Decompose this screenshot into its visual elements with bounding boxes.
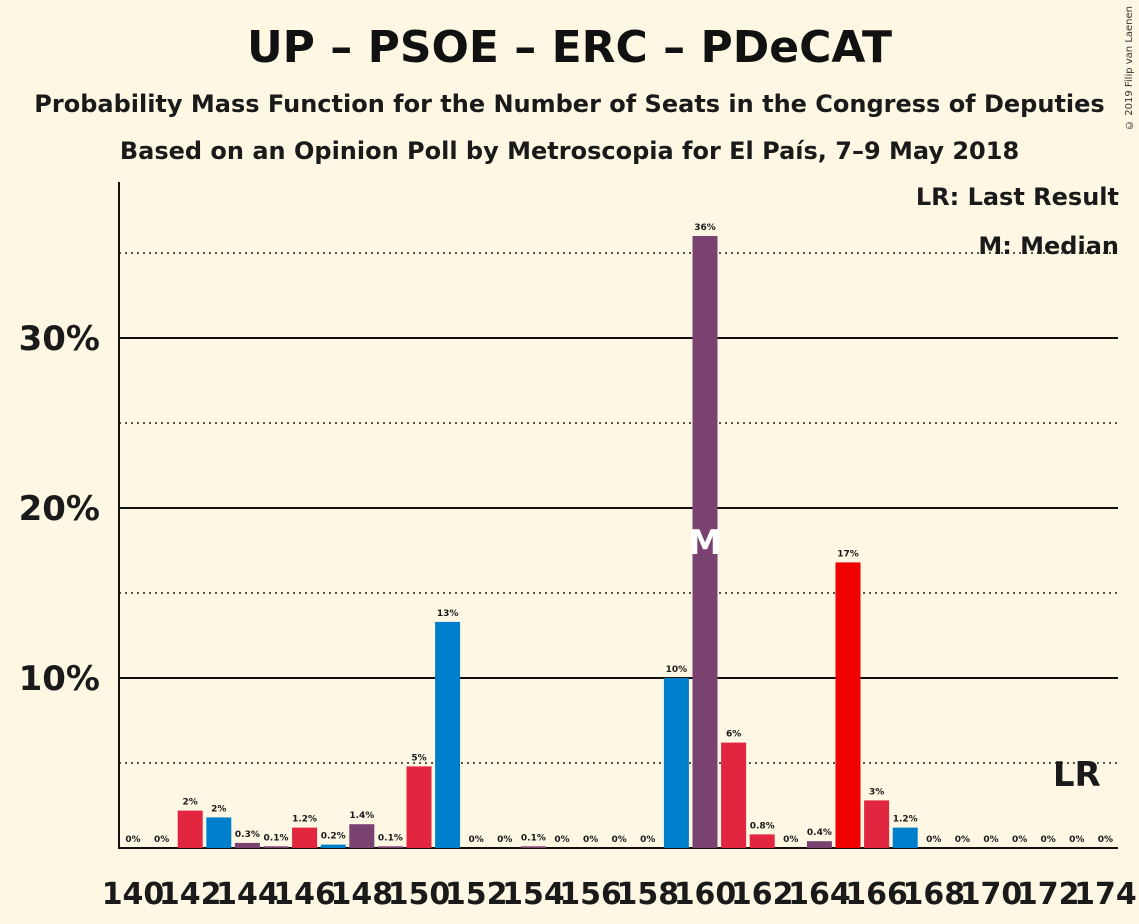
chart-subtitle: Probability Mass Function for the Number… <box>34 90 1105 118</box>
bar-seat-165 <box>835 562 861 848</box>
bar-seat-166 <box>864 800 890 848</box>
bar-seat-150 <box>406 766 432 848</box>
bar-value-label: 0.3% <box>235 830 260 840</box>
x-tick-label: 148 <box>330 877 393 912</box>
bar-value-label: 0.8% <box>750 821 775 831</box>
x-tick-label: 162 <box>731 877 794 912</box>
x-tick-label: 168 <box>902 877 965 912</box>
y-tick-label: 30% <box>19 319 100 359</box>
x-tick-label: 166 <box>845 877 908 912</box>
bar-value-label: 6% <box>726 730 741 740</box>
bar-value-label: 1.4% <box>349 811 374 821</box>
bar-seat-144 <box>234 842 260 848</box>
chart-subtitle-source: Based on an Opinion Poll by Metroscopia … <box>119 137 1020 165</box>
x-tick-label: 164 <box>788 877 851 912</box>
chart-title: UP – PSOE – ERC – PDeCAT <box>246 22 893 73</box>
bar-value-label: 0% <box>1012 835 1027 845</box>
bar-value-label: 36% <box>694 223 716 233</box>
bar-value-label: 1.2% <box>292 815 317 825</box>
bar-value-label: 3% <box>869 787 884 797</box>
bar-value-label: 0% <box>955 835 970 845</box>
bar-seat-142 <box>177 810 203 848</box>
bar-value-label: 0% <box>125 835 140 845</box>
x-tick-label: 144 <box>216 877 279 912</box>
bar-seat-149 <box>377 846 403 848</box>
bar-seat-160 <box>692 236 718 848</box>
bar-value-label: 2% <box>211 804 226 814</box>
y-tick-label: 20% <box>19 489 100 529</box>
bar-value-label: 0.1% <box>264 833 289 843</box>
bar-value-label: 0% <box>612 835 627 845</box>
x-tick-label: 160 <box>674 877 737 912</box>
bar-value-label: 0% <box>1098 835 1113 845</box>
bar-value-label: 0% <box>554 835 569 845</box>
bar-value-label: 0% <box>583 835 598 845</box>
bar-seat-159 <box>663 678 689 848</box>
bar-value-label: 13% <box>437 609 459 619</box>
bar-value-label: 0.1% <box>378 833 403 843</box>
last-result-marker: LR <box>1053 755 1101 795</box>
median-marker: M <box>688 523 722 563</box>
x-tick-label: 158 <box>616 877 679 912</box>
bar-seat-164 <box>806 841 832 848</box>
bar-seat-148 <box>349 824 375 848</box>
bar-value-label: 10% <box>666 665 688 675</box>
bar-seat-162 <box>749 834 775 848</box>
bar-value-label: 0% <box>783 835 798 845</box>
bar-seat-147 <box>320 844 346 848</box>
bar-value-label: 0.4% <box>807 828 832 838</box>
x-tick-label: 154 <box>502 877 565 912</box>
legend-median: M: Median <box>978 232 1119 260</box>
x-tick-label: 146 <box>273 877 336 912</box>
bar-seat-151 <box>435 621 461 848</box>
bar-value-label: 0% <box>469 835 484 845</box>
x-tick-label: 156 <box>559 877 622 912</box>
x-tick-label: 170 <box>960 877 1023 912</box>
bar-seat-161 <box>721 742 747 848</box>
x-tick-label: 172 <box>1017 877 1080 912</box>
bar-value-label: 1.2% <box>893 815 918 825</box>
bar-value-label: 0.1% <box>521 833 546 843</box>
x-tick-label: 142 <box>159 877 222 912</box>
bar-seat-154 <box>520 846 546 848</box>
bar-value-label: 17% <box>837 549 859 559</box>
bar-value-label: 0% <box>926 835 941 845</box>
bar-seat-146 <box>292 827 318 848</box>
x-tick-label: 150 <box>388 877 451 912</box>
bar-value-label: 0% <box>640 835 655 845</box>
x-tick-label: 152 <box>445 877 508 912</box>
y-tick-label: 10% <box>19 659 100 699</box>
bar-seat-145 <box>263 846 289 848</box>
bar-value-label: 0% <box>154 835 169 845</box>
bar-value-label: 0% <box>1041 835 1056 845</box>
bar-value-label: 0% <box>497 835 512 845</box>
bar-value-label: 0% <box>983 835 998 845</box>
x-tick-label: 174 <box>1074 877 1137 912</box>
bar-value-label: 0% <box>1069 835 1084 845</box>
x-tick-label: 140 <box>102 877 165 912</box>
bar-value-label: 2% <box>183 798 198 808</box>
bar-seat-143 <box>206 817 232 848</box>
bar-seat-167 <box>892 827 918 848</box>
legend-last-result: LR: Last Result <box>915 183 1119 211</box>
bar-value-label: 5% <box>411 753 426 763</box>
bar-value-label: 0.2% <box>321 832 346 842</box>
